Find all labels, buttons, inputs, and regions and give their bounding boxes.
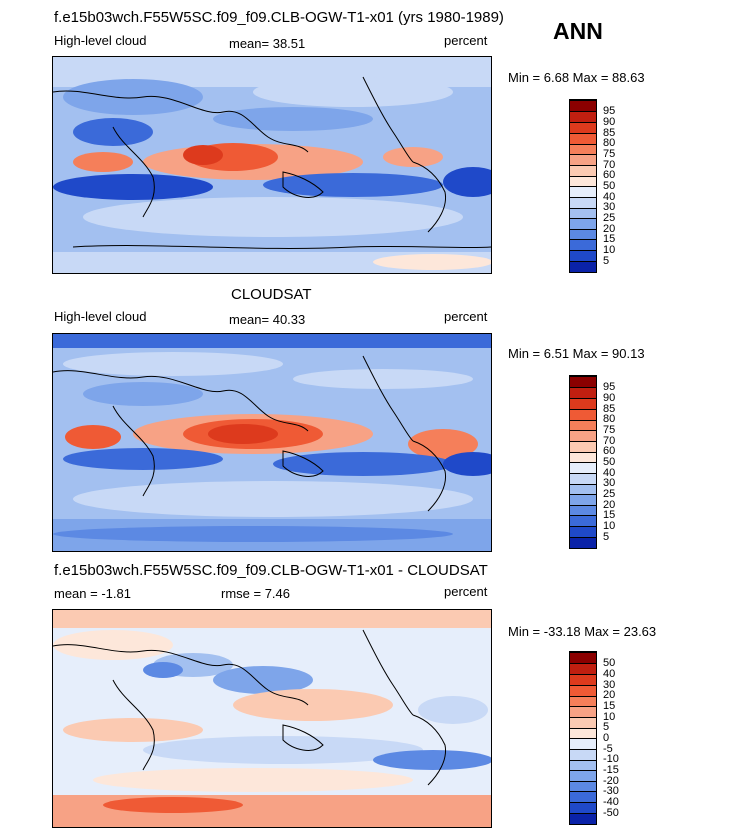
panel-3-units-label: percent xyxy=(444,584,488,599)
colorbar-tick-label: 40 xyxy=(603,668,616,680)
panel-1-map xyxy=(52,56,492,274)
colorbar-tick-label: 15 xyxy=(603,700,616,712)
colorbar-tick-label: 90 xyxy=(603,392,616,404)
colorbar-tick-label: 80 xyxy=(603,413,616,425)
colorbar-tick-label: 50 xyxy=(603,657,616,669)
colorbar-tick-label: 30 xyxy=(603,201,616,213)
colorbar-tick-label: 50 xyxy=(603,456,616,468)
panel-3-mean-label: mean = -1.81 xyxy=(54,586,131,601)
panel-2-heading: CLOUDSAT xyxy=(231,286,312,303)
colorbar-tick-label: 95 xyxy=(603,105,616,117)
panel-2-mean-label: mean= 40.33 xyxy=(229,312,306,327)
panel-1-map-field xyxy=(53,57,491,273)
colorbar-tick-label: -10 xyxy=(603,753,619,765)
colorbar-tick-label: 15 xyxy=(603,509,616,521)
colorbar-tick-label: 10 xyxy=(603,520,616,532)
colorbar-tick-label: 30 xyxy=(603,477,616,489)
colorbar-tick-label: -5 xyxy=(603,743,613,755)
panel-1-minmax: Min = 6.68 Max = 88.63 xyxy=(508,70,645,85)
colorbar-tick-label: 70 xyxy=(603,435,616,447)
colorbar-tick-label: 50 xyxy=(603,180,616,192)
panel-3-rmse-label: rmse = 7.46 xyxy=(221,586,291,601)
season-label: ANN xyxy=(553,18,603,44)
panel-2-units-label: percent xyxy=(444,309,488,324)
colorbar-tick-label: 60 xyxy=(603,445,616,457)
colorbar-tick-label: 75 xyxy=(603,148,616,160)
panel-2-map xyxy=(52,333,492,552)
colorbar-tick-label: 80 xyxy=(603,137,616,149)
colorbar-tick-label: 0 xyxy=(603,732,610,744)
colorbar-tick-label: -50 xyxy=(603,807,619,819)
colorbar-tick-label: 40 xyxy=(603,191,616,203)
colorbar-tick-label: 10 xyxy=(603,244,616,256)
colorbar-tick-label: 20 xyxy=(603,223,616,235)
panel-3-colorbar: 50 40 30 20 15 10 5 0 -5 -10 -15 -20 -30… xyxy=(569,651,619,825)
colorbar-tick-label: 30 xyxy=(603,679,616,691)
panel-3-map xyxy=(52,609,492,828)
colorbar-tick-label: 25 xyxy=(603,488,616,500)
colorbar-tick-label: 25 xyxy=(603,212,616,224)
colorbar-tick-label: -40 xyxy=(603,796,619,808)
colorbar-tick-label: 5 xyxy=(603,531,610,543)
colorbar-tick-label: 20 xyxy=(603,499,616,511)
colorbar-tick-label: 40 xyxy=(603,467,616,479)
colorbar-tick-label: -20 xyxy=(603,775,619,787)
colorbar-tick-label: 85 xyxy=(603,403,616,415)
panel-2-minmax: Min = 6.51 Max = 90.13 xyxy=(508,346,645,361)
panel-3-map-field xyxy=(53,610,491,827)
panel-2-colorbar: 95 90 85 80 75 70 60 50 40 30 25 20 15 1… xyxy=(569,375,615,549)
colorbar-tick-label: 95 xyxy=(603,381,616,393)
colorbar-tick-label: 5 xyxy=(603,721,610,733)
colorbar-tick-label: 70 xyxy=(603,159,616,171)
colorbar-tick-label: -15 xyxy=(603,764,619,776)
colorbar-tick-label: 15 xyxy=(603,233,616,245)
panel-2-map-field xyxy=(53,334,491,551)
panel-1-units-label: percent xyxy=(444,33,488,48)
panel-1-mean-label: mean= 38.51 xyxy=(229,36,306,51)
panel-3-minmax: Min = -33.18 Max = 23.63 xyxy=(508,624,657,639)
colorbar-tick-label: 85 xyxy=(603,127,616,139)
colorbar-tick-label: 20 xyxy=(603,689,616,701)
colorbar-tick-label: 10 xyxy=(603,711,616,723)
colorbar-tick-label: 75 xyxy=(603,424,616,436)
panel-2-variable-label: High-level cloud xyxy=(54,309,147,324)
panel-1-heading: f.e15b03wch.F55W5SC.f09_f09.CLB-OGW-T1-x… xyxy=(54,9,504,26)
panel-1-colorbar: 95 90 85 80 75 70 60 50 40 30 25 20 15 1… xyxy=(569,99,615,273)
panel-3-heading: f.e15b03wch.F55W5SC.f09_f09.CLB-OGW-T1-x… xyxy=(54,562,488,579)
panel-1-variable-label: High-level cloud xyxy=(54,33,147,48)
colorbar-tick-label: 60 xyxy=(603,169,616,181)
colorbar-tick-label: 90 xyxy=(603,116,616,128)
colorbar-tick-label: 5 xyxy=(603,255,610,267)
colorbar-tick-label: -30 xyxy=(603,785,619,797)
